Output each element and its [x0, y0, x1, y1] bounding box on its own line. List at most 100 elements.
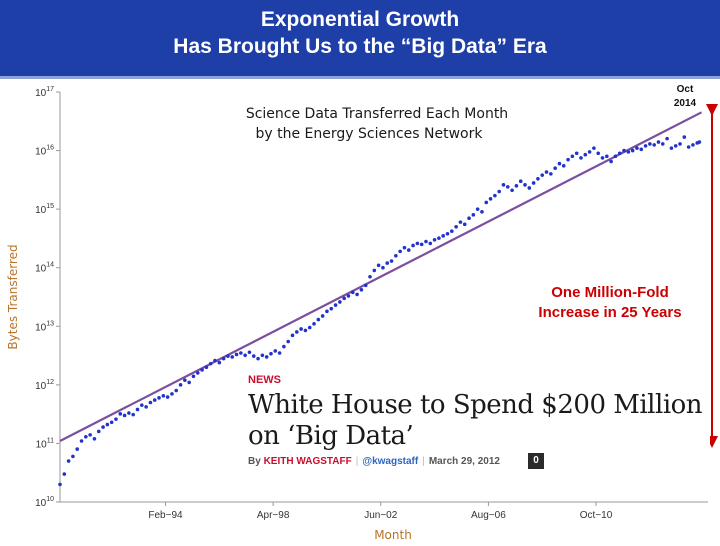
- y-tick-label: 1011: [36, 437, 54, 450]
- data-point: [389, 259, 394, 263]
- data-point: [329, 306, 334, 311]
- banner-title-line2: Has Brought Us to the “Big Data” Era: [173, 35, 547, 58]
- data-point: [484, 200, 489, 205]
- chart-title-line2: by the Energy Sciences Network: [256, 126, 484, 142]
- data-point: [118, 412, 123, 416]
- data-point: [109, 420, 114, 425]
- annotation-increase-line2: Increase in 25 Years: [538, 304, 681, 321]
- data-point: [660, 142, 665, 146]
- data-point: [445, 231, 450, 236]
- y-tick-label-exponent: 17: [46, 86, 54, 93]
- data-point: [493, 193, 497, 198]
- data-point: [363, 283, 368, 288]
- data-point: [157, 396, 161, 400]
- data-point: [165, 395, 170, 399]
- data-point: [428, 241, 433, 246]
- data-point: [665, 136, 669, 141]
- x-tick-label: Feb−94: [148, 510, 183, 521]
- y-tick-label-exponent: 14: [46, 262, 54, 269]
- trend-line: [59, 111, 703, 442]
- byline-handle: @kwagstaff: [362, 456, 419, 467]
- data-point: [536, 176, 540, 181]
- byline-date: March 29, 2012: [428, 456, 500, 467]
- y-tick-label-exponent: 10: [46, 496, 54, 503]
- trend-layer: [59, 111, 703, 442]
- data-point: [282, 344, 286, 349]
- y-tick-label-base: 10: [36, 439, 48, 450]
- data-point: [570, 154, 575, 159]
- data-point: [514, 184, 519, 188]
- data-point: [497, 189, 501, 194]
- data-point: [437, 236, 441, 240]
- data-point: [247, 350, 252, 355]
- news-headline-line1: White House to Spend $200 Million: [248, 390, 703, 420]
- y-tick-label: 1014: [35, 262, 54, 275]
- data-point: [299, 327, 303, 331]
- data-point: [450, 229, 454, 234]
- data-point: [544, 170, 549, 174]
- data-point: [613, 154, 618, 159]
- data-point: [617, 151, 622, 156]
- data-point: [406, 248, 411, 252]
- y-tick-label-base: 10: [35, 147, 47, 158]
- data-point: [592, 146, 596, 150]
- data-point: [152, 398, 157, 402]
- data-point: [402, 245, 407, 250]
- data-point: [195, 371, 200, 375]
- annotation-oct-line1: Oct: [677, 84, 694, 95]
- data-point: [131, 412, 135, 417]
- data-point: [596, 151, 601, 156]
- title-banner: Exponential Growth Has Brought Us to the…: [0, 0, 720, 79]
- byline-author: KEITH WAGSTAFF: [263, 456, 352, 467]
- data-point: [127, 411, 131, 415]
- data-point: [191, 374, 196, 379]
- data-point: [140, 403, 144, 407]
- banner-title-line1: Exponential Growth: [260, 8, 460, 31]
- x-axis-label: Month: [374, 528, 412, 542]
- data-point: [682, 135, 687, 139]
- data-point: [346, 294, 351, 298]
- data-point: [161, 394, 166, 398]
- data-point: [122, 413, 127, 418]
- data-point: [204, 365, 209, 370]
- data-point: [368, 274, 372, 279]
- data-point: [600, 156, 605, 160]
- data-point: [312, 322, 316, 326]
- data-point: [441, 234, 446, 238]
- data-point: [697, 140, 702, 144]
- data-point: [290, 333, 295, 338]
- data-point: [540, 173, 545, 177]
- data-point: [92, 436, 97, 441]
- data-point: [566, 157, 570, 162]
- chart-labels: Science Data Transferred Each Month by th…: [6, 84, 718, 542]
- news-tag: NEWS: [248, 374, 281, 386]
- data-point: [669, 146, 674, 150]
- data-point: [505, 185, 510, 189]
- data-point: [574, 151, 579, 156]
- chart-title-line1: Science Data Transferred Each Month: [246, 106, 508, 122]
- data-point: [101, 425, 105, 429]
- data-point: [208, 361, 213, 366]
- data-point: [75, 447, 80, 451]
- data-point: [338, 300, 342, 304]
- y-tick-label-exponent: 13: [46, 320, 54, 327]
- data-point: [475, 207, 480, 211]
- data-point: [307, 325, 312, 330]
- data-point: [105, 422, 110, 427]
- y-tick-label-base: 10: [35, 498, 47, 509]
- data-point: [178, 383, 183, 387]
- data-point: [84, 434, 88, 439]
- data-point: [277, 351, 282, 355]
- news-headline-line2: on ‘Big Data’: [248, 421, 414, 451]
- data-point: [691, 143, 695, 147]
- data-point: [609, 159, 613, 164]
- data-points: [58, 135, 702, 487]
- data-point: [673, 144, 678, 148]
- data-point: [295, 330, 299, 334]
- data-point: [415, 241, 420, 246]
- data-point: [549, 172, 553, 176]
- data-point: [135, 407, 140, 412]
- data-point: [320, 314, 325, 318]
- data-point: [419, 242, 424, 247]
